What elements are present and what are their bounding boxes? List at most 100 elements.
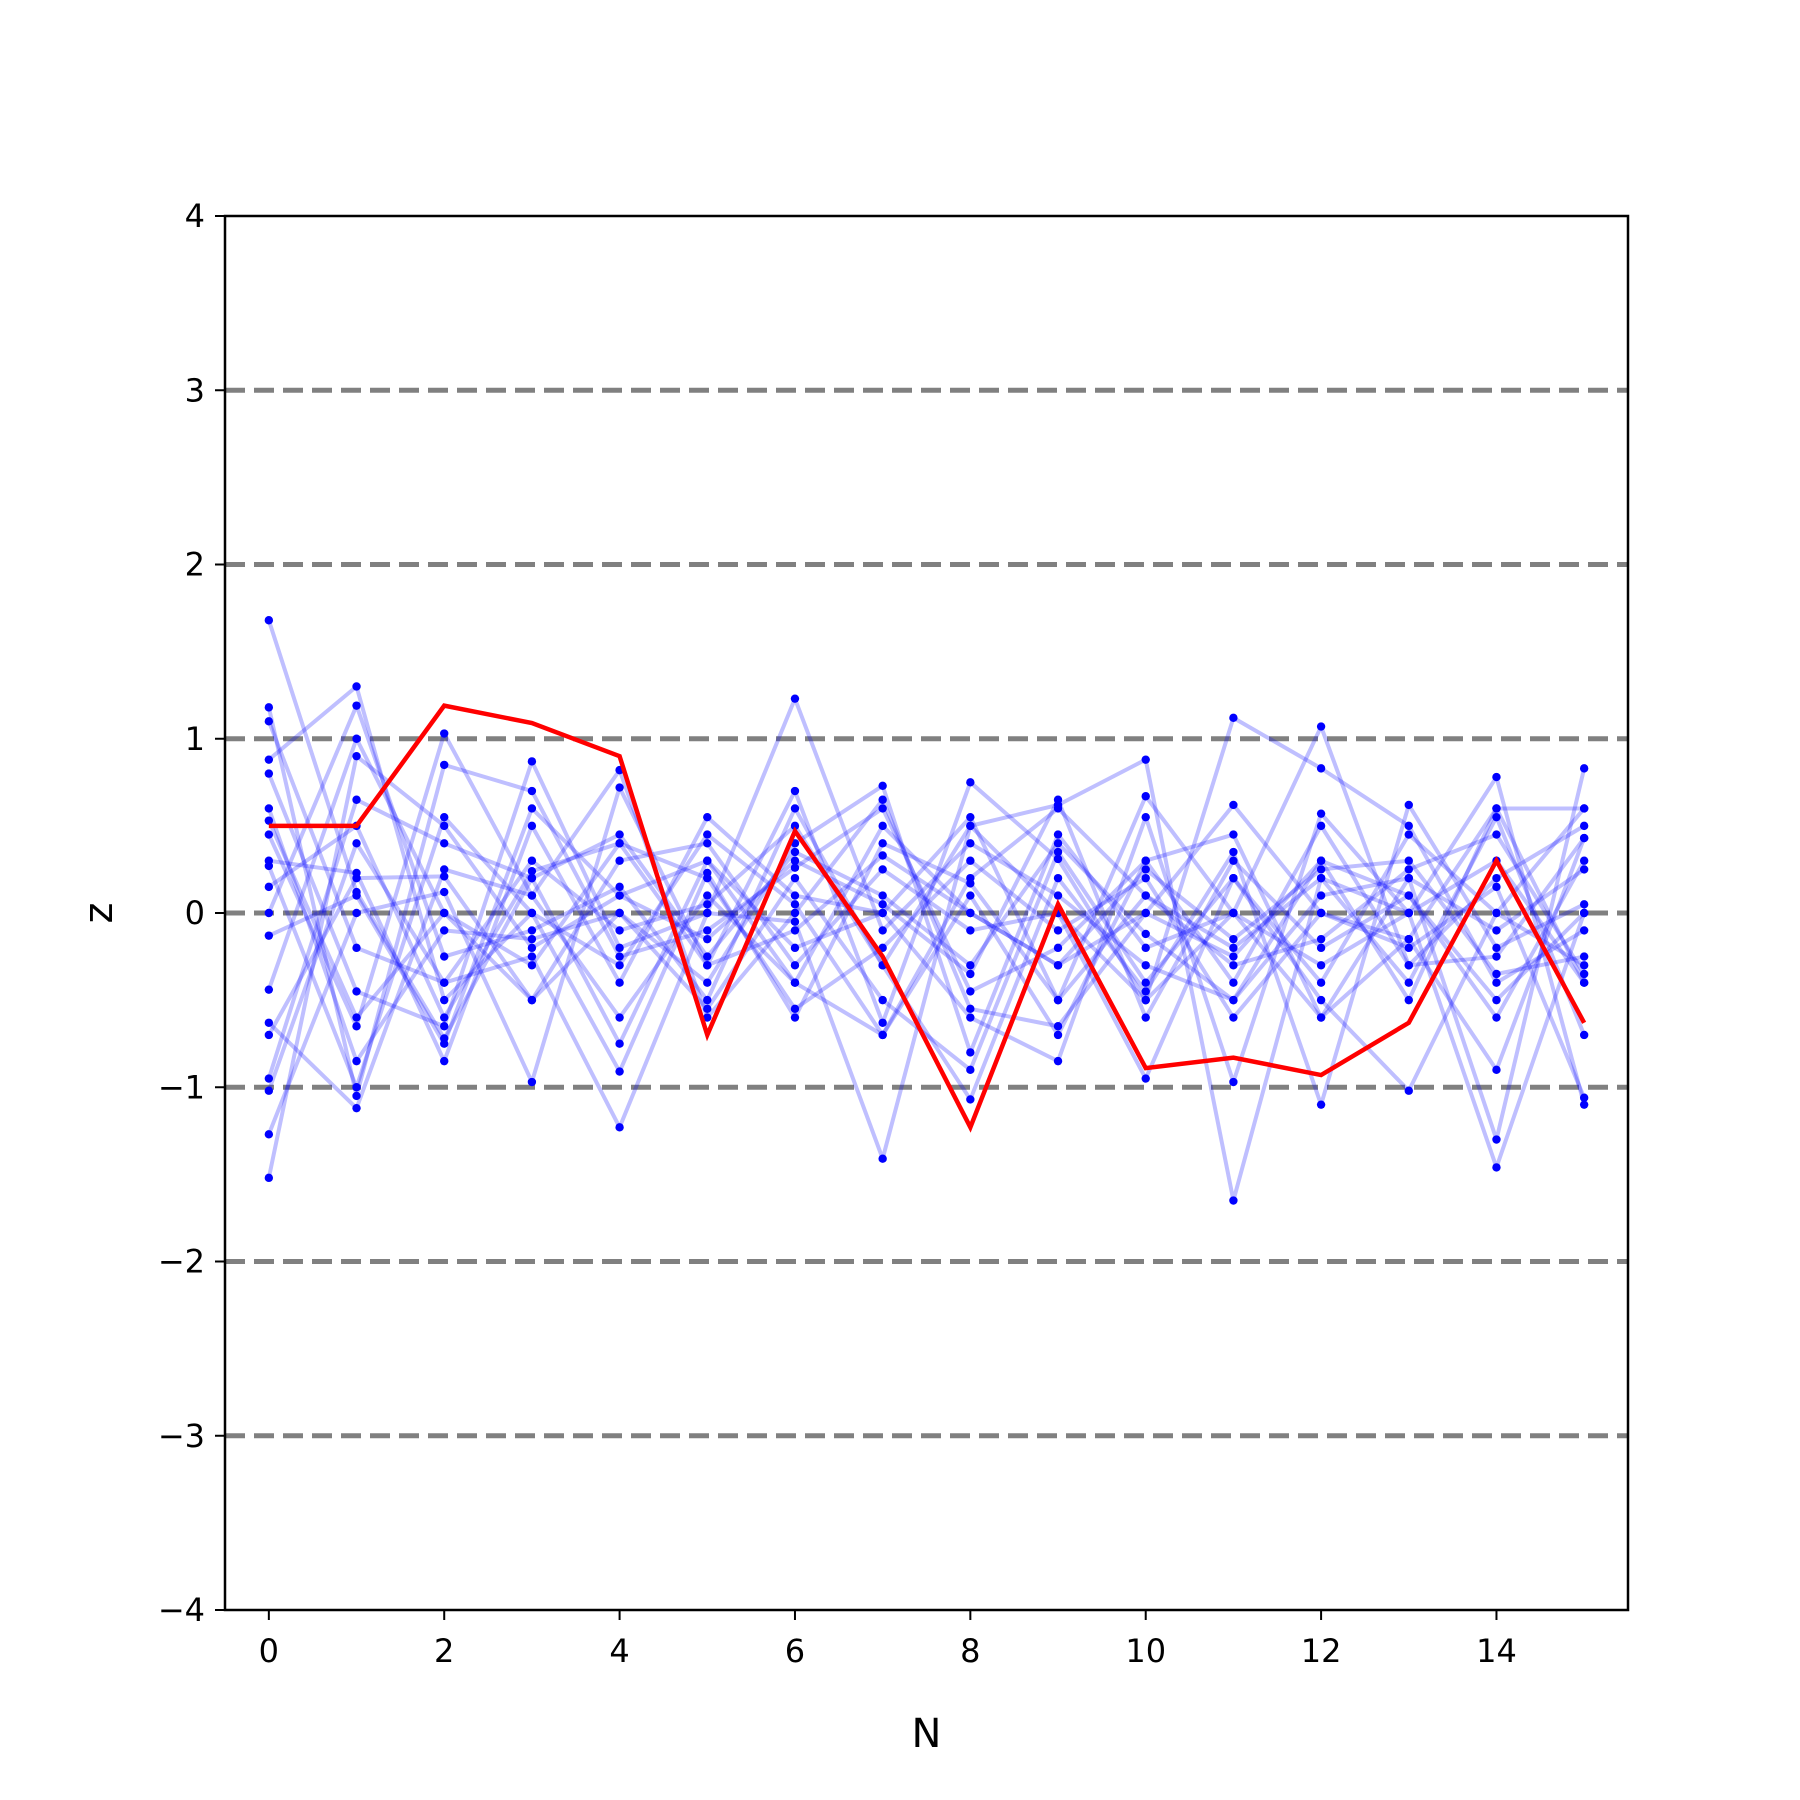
sample-point — [1053, 961, 1063, 970]
y-axis-ticks: −4 −3 −2 −1 0 1 2 3 4 — [158, 197, 225, 1629]
sample-point — [878, 1154, 887, 1163]
x-tick-label: 14 — [1476, 1632, 1517, 1670]
sample-point — [966, 812, 975, 822]
sample-point — [703, 856, 712, 865]
sample-point — [966, 778, 975, 787]
sample-point — [1141, 856, 1150, 865]
sample-point — [1229, 934, 1238, 944]
reference-lines — [225, 387, 1628, 1439]
sample-point — [1579, 969, 1589, 979]
sample-point — [1053, 847, 1063, 857]
sample-point — [1316, 821, 1326, 831]
sample-point — [264, 717, 274, 726]
sample-point — [1404, 873, 1413, 883]
sample-point — [790, 926, 800, 935]
sample-point — [1404, 891, 1413, 900]
sample-point — [1316, 943, 1326, 953]
sample-point — [1579, 821, 1589, 831]
sample-point — [527, 934, 537, 944]
sample-point — [790, 908, 800, 918]
sample-point — [1053, 795, 1063, 804]
sample-point — [1141, 943, 1150, 953]
sample-point — [1404, 943, 1413, 953]
sample-point — [527, 952, 537, 961]
sample-point — [1316, 856, 1326, 865]
sample-point — [527, 961, 537, 970]
sample-point — [264, 908, 274, 918]
sample-point — [1229, 830, 1238, 839]
sample-point — [1492, 978, 1501, 987]
sample-point — [1316, 809, 1326, 818]
sample-point — [1492, 1163, 1501, 1172]
sample-point — [352, 908, 361, 918]
sample-point — [790, 1013, 800, 1022]
sample-point — [790, 900, 800, 909]
sample-point — [790, 786, 800, 796]
sample-point — [966, 1048, 975, 1057]
sample-point — [1579, 961, 1589, 970]
sample-point — [527, 1077, 537, 1087]
sample-point — [703, 926, 712, 935]
sample-point — [1229, 952, 1238, 961]
sample-point — [1229, 995, 1238, 1005]
sample-point — [1579, 952, 1589, 961]
sample-point — [703, 830, 712, 839]
sample-point — [440, 1039, 449, 1048]
sample-point — [440, 821, 449, 831]
sample-point — [1053, 943, 1063, 953]
sample-point — [615, 908, 624, 918]
sample-point — [440, 1013, 449, 1022]
sample-point — [966, 926, 975, 935]
sample-series-line — [267, 823, 1587, 1072]
sample-point — [703, 1013, 712, 1022]
sample-series-line — [267, 684, 1586, 1074]
sample-point — [527, 908, 537, 918]
highlight-series-line — [268, 703, 1587, 1133]
sample-point — [790, 821, 800, 831]
sample-point — [790, 804, 800, 813]
sample-point — [352, 751, 361, 761]
sample-point — [352, 1013, 361, 1022]
sample-point — [1404, 856, 1413, 865]
sample-point — [966, 1004, 975, 1014]
sample-point — [1492, 804, 1501, 813]
sample-point — [615, 926, 624, 935]
sample-point — [966, 969, 975, 979]
sample-point — [1579, 1100, 1589, 1109]
sample-point — [615, 1067, 624, 1076]
sample-point — [1053, 830, 1063, 839]
sample-point — [527, 873, 537, 883]
sample-point — [1404, 934, 1413, 944]
sample-point — [1229, 943, 1238, 953]
sample-point — [440, 865, 449, 874]
sample-point — [1579, 1030, 1589, 1040]
sample-point — [1492, 1065, 1501, 1075]
sample-point — [703, 978, 712, 987]
sample-point — [1316, 764, 1326, 773]
sample-point — [264, 1086, 274, 1095]
sample-point — [790, 917, 800, 926]
sample-point — [966, 1065, 975, 1075]
y-tick-label: 0 — [185, 894, 205, 932]
sample-point — [440, 926, 449, 935]
sample-point — [1492, 830, 1501, 839]
sample-point — [1316, 978, 1326, 987]
sample-point — [440, 760, 449, 770]
x-axis-title: N — [912, 1711, 942, 1757]
sample-series-line — [267, 768, 1587, 1111]
sample-point — [878, 804, 887, 813]
sample-point — [1492, 952, 1501, 961]
sample-point — [1229, 908, 1238, 918]
sample-point — [878, 795, 887, 804]
sample-point — [440, 887, 449, 897]
sample-point — [1404, 821, 1413, 831]
sample-point — [352, 873, 361, 883]
sample-point — [440, 1022, 449, 1031]
sample-point — [352, 1022, 361, 1031]
sample-point — [966, 821, 975, 831]
sample-point — [703, 891, 712, 900]
sample-point — [966, 879, 975, 888]
sample-point — [703, 839, 712, 848]
sample-point — [703, 812, 712, 822]
